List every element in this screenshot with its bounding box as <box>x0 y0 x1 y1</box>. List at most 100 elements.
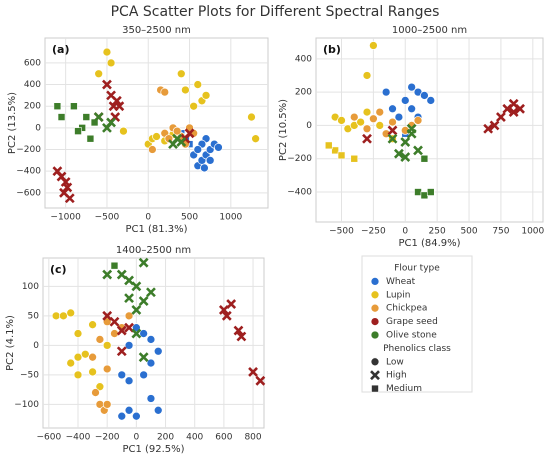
x-tick-label: −1000 <box>50 213 81 223</box>
data-point <box>176 69 186 79</box>
data-point <box>153 405 163 415</box>
data-point <box>88 320 97 330</box>
y-tick-label: −100 <box>14 400 39 410</box>
data-point <box>426 188 435 196</box>
data-point <box>483 123 494 134</box>
y-tick-label: −200 <box>287 154 312 164</box>
data-point <box>221 310 232 321</box>
data-point <box>124 311 134 321</box>
y-tick-label: 0 <box>33 341 39 351</box>
x-tick-label: 0 <box>402 227 408 237</box>
data-point <box>508 107 519 118</box>
data-point <box>59 311 68 321</box>
legend-label: High <box>386 371 407 381</box>
x-tick-label: 500 <box>460 227 477 237</box>
data-point <box>116 325 127 336</box>
data-point <box>247 112 256 122</box>
figure-title: PCA Scatter Plots for Different Spectral… <box>111 4 440 20</box>
legend-title: Flour type <box>394 264 440 274</box>
data-point <box>132 323 141 333</box>
data-point <box>117 370 127 380</box>
y-tick-label: 200 <box>295 88 312 98</box>
x-tick-label: −400 <box>66 433 91 443</box>
data-point <box>489 120 500 131</box>
data-point <box>73 370 83 380</box>
panel-label: (a) <box>52 43 69 56</box>
data-point <box>407 104 416 114</box>
chart-title: 1400–2500 nm <box>116 245 191 256</box>
data-point <box>255 375 266 386</box>
x-tick-label: 750 <box>492 227 509 237</box>
data-point <box>114 101 125 112</box>
data-point <box>124 376 134 386</box>
legend-title: Phenolics class <box>383 344 451 354</box>
y-tick-label: 400 <box>295 54 312 64</box>
legend-marker <box>371 384 379 393</box>
data-point <box>138 352 149 363</box>
data-point <box>413 116 423 125</box>
x-tick-label: 0 <box>145 213 151 223</box>
y-tick-label: 200 <box>24 102 41 112</box>
data-point <box>80 349 90 359</box>
data-point <box>375 121 385 130</box>
legend-marker <box>370 317 380 326</box>
legend-label: Medium <box>386 384 422 394</box>
x-tick-label: −600 <box>36 433 61 443</box>
data-point <box>388 117 397 127</box>
y-tick-label: 0 <box>306 121 312 131</box>
data-point <box>102 47 112 57</box>
chart-title: 1000–2500 nm <box>392 25 467 36</box>
data-point <box>131 281 142 292</box>
data-point <box>236 331 247 342</box>
x-tick-label: 400 <box>186 433 203 443</box>
x-tick-label: 1000 <box>521 227 544 237</box>
legend-label: Chickpea <box>386 304 427 314</box>
data-point <box>106 117 116 128</box>
x-tick-label: 200 <box>157 433 174 443</box>
data-point <box>124 293 134 304</box>
x-tick-label: 0 <box>133 433 139 443</box>
data-point <box>406 123 417 134</box>
data-point <box>362 71 372 80</box>
data-point <box>189 101 199 111</box>
data-point <box>193 145 203 154</box>
data-point <box>193 80 203 89</box>
data-point <box>117 411 127 421</box>
legend-marker <box>370 330 380 340</box>
y-axis-label: PC2 (10.5%) <box>278 99 289 161</box>
data-point <box>102 364 112 374</box>
data-point <box>350 154 359 163</box>
data-point <box>102 341 112 350</box>
y-tick-label: 50 <box>28 311 40 321</box>
plot-area <box>44 37 269 209</box>
y-tick-label: −600 <box>16 188 41 198</box>
data-point <box>324 141 333 150</box>
data-point <box>201 91 211 100</box>
x-tick-label: −250 <box>361 227 386 237</box>
data-point <box>146 358 156 368</box>
data-point <box>388 104 397 114</box>
y-tick-label: 600 <box>24 58 41 68</box>
legend-marker <box>370 303 380 313</box>
y-tick-label: −400 <box>16 167 41 177</box>
data-point <box>88 352 97 362</box>
data-point <box>131 305 142 315</box>
data-point <box>226 299 237 309</box>
legend-label: Lupin <box>386 290 410 300</box>
data-point <box>375 107 385 117</box>
data-point <box>495 112 506 123</box>
y-tick-label: 100 <box>22 282 39 292</box>
data-point <box>124 405 134 415</box>
data-point <box>394 112 404 122</box>
data-point <box>51 311 61 321</box>
data-point <box>86 134 95 143</box>
x-tick-label: 800 <box>244 433 261 443</box>
data-point <box>70 102 78 111</box>
data-point <box>91 388 100 397</box>
plot-area <box>42 257 265 429</box>
data-point <box>413 145 423 156</box>
y-tick-label: −50 <box>20 370 39 380</box>
legend-marker <box>370 357 380 367</box>
x-tick-label: 600 <box>215 433 232 443</box>
